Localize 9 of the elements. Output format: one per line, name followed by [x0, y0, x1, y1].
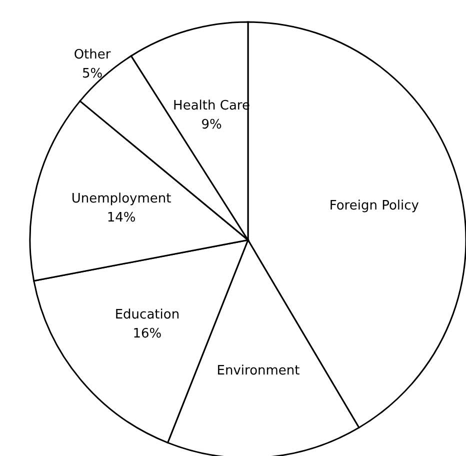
slice-label: Other	[74, 46, 112, 62]
data-label: 16%	[132, 326, 162, 341]
data-label: 9%	[201, 116, 222, 132]
slice-label: Unemployment	[71, 190, 172, 206]
slice-label: Foreign Policy	[329, 198, 420, 213]
slice-label: Education	[114, 306, 180, 322]
data-label: 14%	[106, 210, 136, 225]
data-label: 5%	[82, 66, 103, 81]
slice-label: Environment	[216, 362, 300, 378]
